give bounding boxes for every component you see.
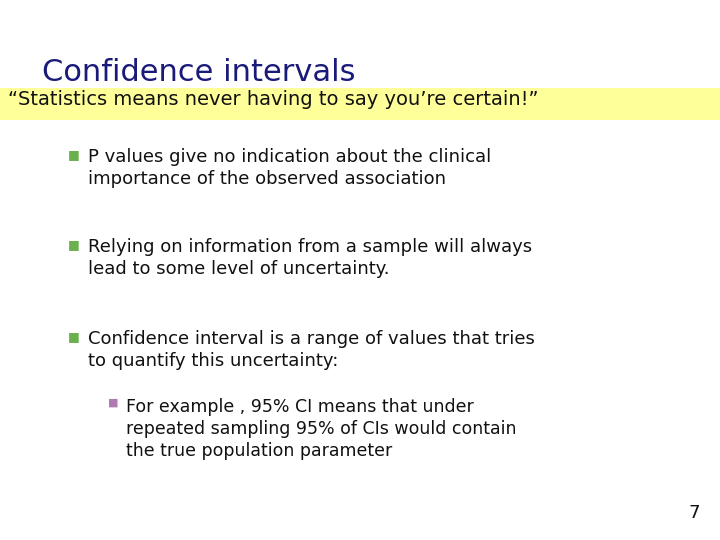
Text: ■: ■ xyxy=(68,330,80,343)
Text: P values give no indication about the clinical
importance of the observed associ: P values give no indication about the cl… xyxy=(88,148,491,188)
Text: “Statistics means never having to say you’re certain!”: “Statistics means never having to say yo… xyxy=(8,90,539,109)
Text: ■: ■ xyxy=(108,398,119,408)
Text: Confidence intervals: Confidence intervals xyxy=(42,58,356,87)
Text: For example , 95% CI means that under
repeated sampling 95% of CIs would contain: For example , 95% CI means that under re… xyxy=(126,398,516,461)
Text: 7: 7 xyxy=(688,504,700,522)
Text: Relying on information from a sample will always
lead to some level of uncertain: Relying on information from a sample wil… xyxy=(88,238,532,278)
Text: ■: ■ xyxy=(68,148,80,161)
FancyBboxPatch shape xyxy=(0,88,720,120)
Text: Confidence interval is a range of values that tries
to quantify this uncertainty: Confidence interval is a range of values… xyxy=(88,330,535,370)
Text: ■: ■ xyxy=(68,238,80,251)
